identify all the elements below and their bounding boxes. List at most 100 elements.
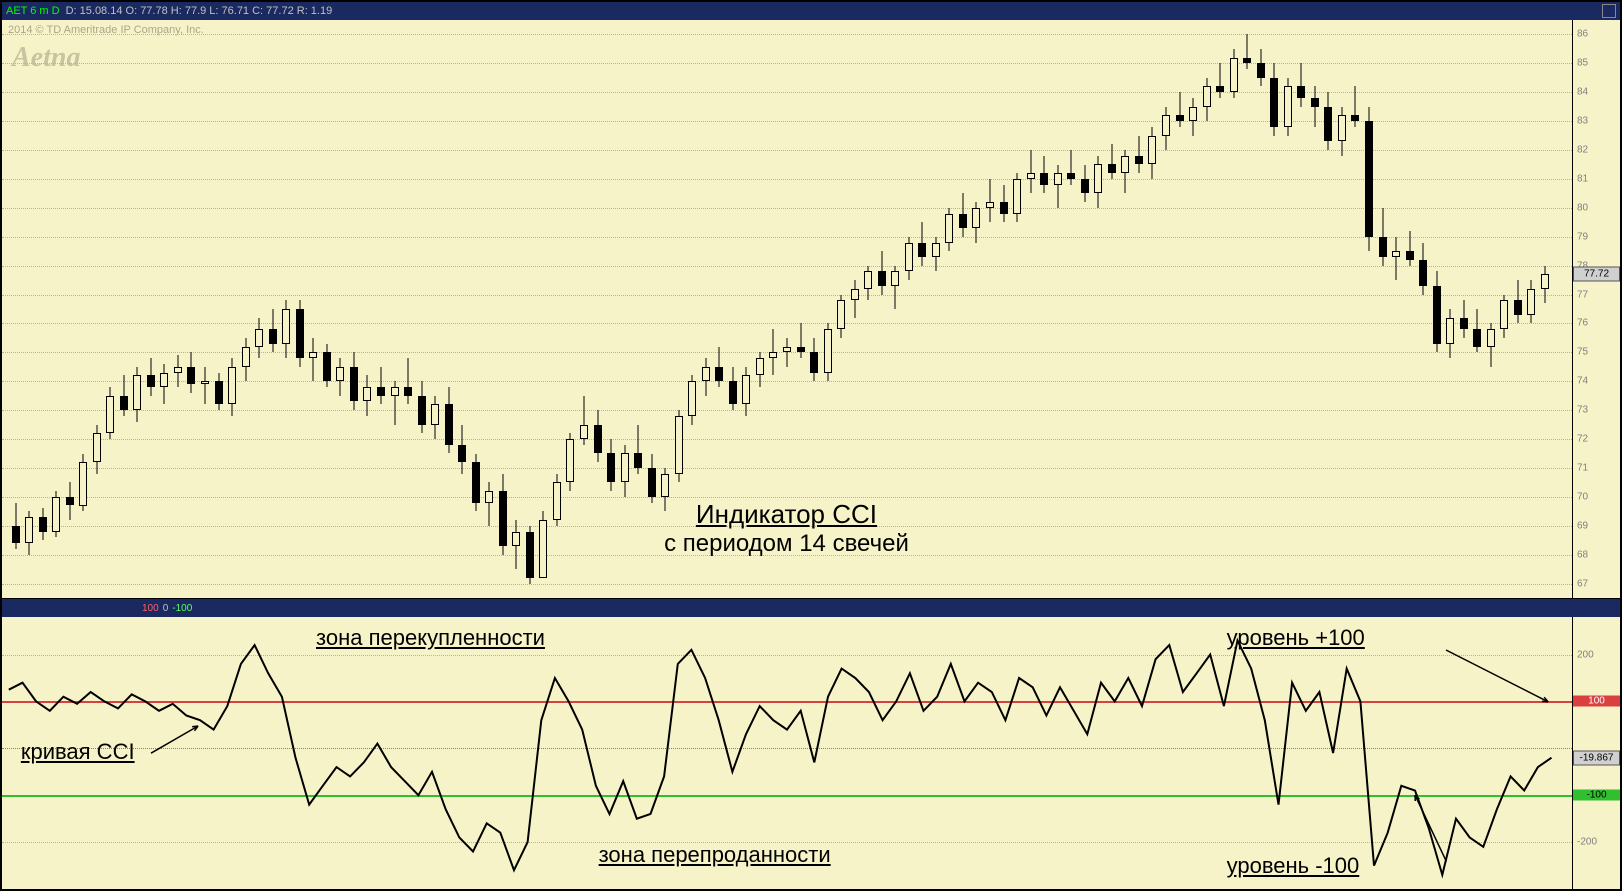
- ticker-symbol: AET 6 m D: [6, 5, 60, 17]
- price-y-axis: 6768697071727374757677787980818283848586…: [1572, 20, 1620, 598]
- candle: [1365, 107, 1373, 252]
- cci-header-0: 0: [163, 603, 169, 614]
- oversold-label: зона перепроданности: [599, 842, 831, 868]
- candle: [255, 318, 263, 358]
- candle: [553, 474, 561, 526]
- zoom-icon[interactable]: [1602, 4, 1616, 18]
- candle: [512, 520, 520, 569]
- candle: [918, 222, 926, 265]
- level-upper-label: уровень +100: [1227, 625, 1365, 651]
- candle: [1081, 165, 1089, 203]
- candle: [93, 425, 101, 474]
- cci-chart-area[interactable]: зона перекупленностизона перепроданности…: [2, 617, 1572, 889]
- candle: [1284, 78, 1292, 136]
- candle: [25, 511, 33, 554]
- candle: [715, 347, 723, 387]
- candle: [594, 410, 602, 462]
- annotation-arrow: [145, 720, 204, 759]
- candle: [1054, 165, 1062, 208]
- candle: [215, 373, 223, 411]
- candle: [1527, 280, 1535, 323]
- candle: [363, 375, 371, 415]
- candle: [621, 445, 629, 497]
- candle: [52, 491, 60, 537]
- candle: [1297, 63, 1305, 106]
- candle: [472, 454, 480, 512]
- price-chart-panel[interactable]: 2014 © TD Ameritrade IP Company, Inc. Ae…: [2, 20, 1620, 599]
- candle: [688, 375, 696, 424]
- candle: [228, 358, 236, 416]
- annotation-arrow: [1440, 644, 1554, 708]
- candle: [824, 323, 832, 381]
- candle: [783, 338, 791, 367]
- candle: [201, 367, 209, 405]
- candle: [580, 396, 588, 445]
- candle: [174, 355, 182, 387]
- candle: [1189, 98, 1197, 136]
- candle: [851, 280, 859, 318]
- candle: [1094, 156, 1102, 208]
- candle: [1446, 309, 1454, 358]
- candle: [1230, 49, 1238, 98]
- candle: [12, 503, 20, 549]
- candle: [864, 266, 872, 301]
- candle: [1176, 92, 1184, 127]
- candle: [242, 338, 250, 381]
- level-lower-label: уровень -100: [1227, 853, 1360, 879]
- cci-chart-panel[interactable]: зона перекупленностизона перепроданности…: [2, 617, 1620, 889]
- candle: [39, 508, 47, 540]
- candle: [1203, 78, 1211, 121]
- candle: [133, 367, 141, 422]
- candle: [66, 482, 74, 520]
- candle: [1487, 323, 1495, 366]
- candle: [986, 179, 994, 222]
- annotation-arrow: [1409, 789, 1452, 868]
- cci-current-value-tag: -19.867: [1573, 750, 1620, 765]
- candle: [607, 439, 615, 491]
- candle: [1121, 150, 1129, 193]
- candlestick-chart-area[interactable]: 2014 © TD Ameritrade IP Company, Inc. Ae…: [2, 20, 1572, 598]
- candle: [891, 266, 899, 309]
- candle: [1243, 34, 1251, 69]
- candle: [837, 295, 845, 338]
- candle: [526, 526, 534, 584]
- candle: [1324, 92, 1332, 150]
- candle: [932, 237, 940, 272]
- candle: [756, 352, 764, 387]
- cci-header-bar: 100 0 -100: [2, 599, 1620, 617]
- candle: [702, 358, 710, 396]
- candle: [1406, 231, 1414, 266]
- candle: [350, 352, 358, 410]
- candle: [499, 474, 507, 555]
- candle: [1419, 243, 1427, 295]
- candle: [1108, 144, 1116, 179]
- candle: [729, 367, 737, 410]
- candle: [634, 425, 642, 474]
- candle: [959, 193, 967, 236]
- candle: [539, 511, 547, 560]
- candle: [797, 323, 805, 358]
- candle: [1013, 173, 1021, 222]
- candle: [1270, 63, 1278, 135]
- candle: [566, 433, 574, 491]
- candle: [377, 367, 385, 405]
- cci-curve-label: кривая CCI: [21, 739, 135, 765]
- brand-watermark: Aetna: [12, 42, 80, 74]
- candle: [1148, 127, 1156, 179]
- candle: [431, 396, 439, 439]
- candle: [282, 300, 290, 358]
- candle: [79, 454, 87, 512]
- candle: [1392, 237, 1400, 280]
- candle: [445, 387, 453, 453]
- candle: [1338, 107, 1346, 156]
- candle: [485, 482, 493, 525]
- candle: [1433, 271, 1441, 352]
- candle: [404, 358, 412, 404]
- candle: [945, 208, 953, 251]
- candle: [391, 381, 399, 424]
- candle: [160, 364, 168, 404]
- cci-header-neg100: -100: [172, 603, 192, 614]
- candle: [1000, 185, 1008, 223]
- candle: [675, 410, 683, 482]
- candle: [1473, 309, 1481, 352]
